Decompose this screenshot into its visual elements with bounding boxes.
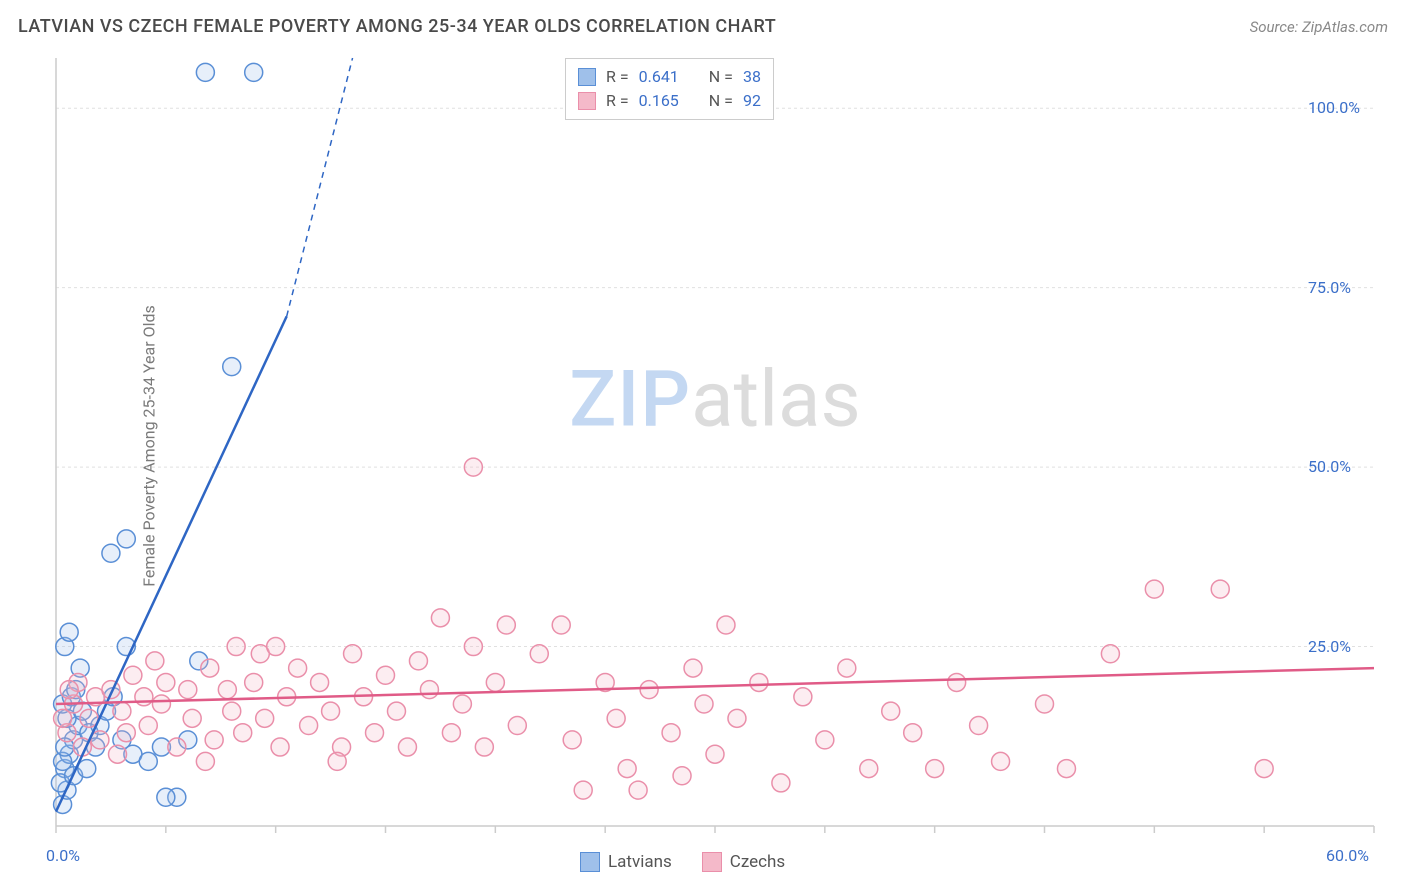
scatter-chart <box>50 52 1380 842</box>
stat-n-value: 38 <box>743 65 761 89</box>
legend-swatch <box>580 852 600 872</box>
legend-swatch <box>702 852 722 872</box>
axis-tick-label: 100.0% <box>1308 98 1360 117</box>
stat-r-label: R = <box>606 65 629 89</box>
stat-n-label: N = <box>709 65 733 89</box>
legend-label: Latvians <box>608 852 672 872</box>
correlation-stats-box: R = 0.641 N = 38 R = 0.165 N = 92 <box>565 58 774 120</box>
chart-title: LATVIAN VS CZECH FEMALE POVERTY AMONG 25… <box>18 16 776 37</box>
axis-tick-label: 50.0% <box>1308 457 1351 476</box>
stat-row: R = 0.641 N = 38 <box>578 65 761 89</box>
legend-item[interactable]: Czechs <box>702 852 785 872</box>
legend-item[interactable]: Latvians <box>580 852 672 872</box>
axis-tick-label: 75.0% <box>1308 278 1351 297</box>
stat-r-label: R = <box>606 89 629 113</box>
stat-r-value: 0.165 <box>639 89 679 113</box>
stat-n-value: 92 <box>743 89 761 113</box>
source-attribution: Source: ZipAtlas.com <box>1250 18 1388 36</box>
axis-tick-label: 0.0% <box>46 846 80 865</box>
legend-label: Czechs <box>730 852 785 872</box>
stat-swatch <box>578 68 596 86</box>
stat-swatch <box>578 92 596 110</box>
stat-row: R = 0.165 N = 92 <box>578 89 761 113</box>
stat-n-label: N = <box>709 89 733 113</box>
axis-tick-label: 25.0% <box>1308 637 1351 656</box>
chart-plot-area: ZIPatlas <box>50 52 1380 842</box>
stat-r-value: 0.641 <box>639 65 679 89</box>
series-legend: Latvians Czechs <box>580 852 785 872</box>
axis-tick-label: 60.0% <box>1326 846 1369 865</box>
